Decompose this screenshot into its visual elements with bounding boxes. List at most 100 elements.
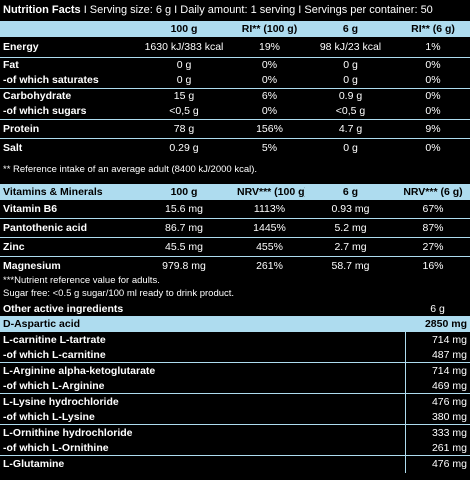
cell: 86.7 mg [134, 217, 234, 237]
cell: 0% [396, 87, 470, 104]
cell: 476 mg [404, 393, 470, 409]
cell: 45.5 mg [134, 236, 234, 256]
cell: 0% [234, 56, 305, 73]
column-header: NRV*** (100 g) [234, 184, 305, 200]
table-row: -of which L-Arginine 469 mg [0, 378, 470, 394]
ri-footnote: ** Reference intake of an average adult … [3, 164, 258, 175]
cell: 1113% [253, 202, 286, 215]
cell: 6% [234, 87, 305, 104]
table-row: Magnesium 979.8 mg 261% 58.7 mg 16% [0, 255, 470, 275]
cell: 0 g [343, 74, 358, 86]
cell: 979.8 mg [134, 255, 234, 275]
cell: 156% [234, 118, 305, 138]
cell: 0.29 g [134, 137, 234, 157]
column-header: NRV*** (6 g) [396, 184, 470, 200]
row-label: L-carnitine L-tartrate [3, 333, 106, 346]
row-label: Salt [0, 137, 134, 157]
column-header: RI** (100 g) [234, 21, 305, 37]
row-label: D-Aspartic acid [0, 316, 405, 332]
cell: 0 g [305, 137, 396, 157]
nutrition-table: 100 g RI** (100 g) 6 g RI** (6 g) Energy… [0, 21, 470, 157]
row-label: -of which L-Ornithine [3, 441, 109, 454]
row-label: -of which saturates [3, 74, 99, 86]
table-row: Pantothenic acid 86.7 mg 1445% 5.2 mg 87… [0, 217, 470, 237]
cell: 15.6 mg [165, 202, 203, 215]
ingredients-table: Other active ingredients 6 g D-Aspartic … [0, 303, 470, 473]
table-row: L-Ornithine hydrochloride 333 mg [0, 424, 470, 440]
column-header: 6 g [305, 184, 396, 200]
cell: 9% [396, 118, 470, 138]
table-row: -of which L-Lysine 380 mg [0, 409, 470, 425]
cell: 4.7 g [305, 118, 396, 138]
cell: 5.2 mg [305, 217, 396, 237]
cell: 2.7 mg [305, 236, 396, 256]
row-label: Vitamin B6 [3, 202, 58, 215]
cell: 380 mg [404, 409, 470, 425]
column-header: 100 g [134, 184, 234, 200]
cell: 0% [261, 74, 278, 86]
cell: 87% [396, 217, 470, 237]
cell: 16% [396, 255, 470, 275]
column-header: RI** (6 g) [396, 21, 470, 37]
cell: 714 mg [404, 362, 470, 378]
table-row: Fat 0 g 0% 0 g 0% [0, 56, 470, 73]
cell: 1630 kJ/383 kcal [144, 40, 224, 53]
cell: 0% [396, 137, 470, 157]
cell: 0.9 g [305, 87, 396, 104]
serving-info: I Serving size: 6 g I Daily amount: 1 se… [83, 4, 433, 16]
cell: 15 g [134, 87, 234, 104]
row-label: Carbohydrate [0, 87, 134, 104]
column-header: 6 g [305, 21, 396, 37]
table-row: -of which sugars <0,5 g 0% <0,5 g 0% [0, 104, 470, 120]
row-label: -of which sugars [3, 105, 87, 117]
cell: <0,5 g [169, 105, 199, 117]
ingredients-title-row: Other active ingredients 6 g [0, 303, 470, 316]
row-label: Fat [0, 56, 134, 73]
cell: 58.7 mg [305, 255, 396, 275]
row-label: -of which L-Lysine [3, 410, 95, 423]
cell: 5% [234, 137, 305, 157]
table-row: Vitamin B6 15.6 mg 1113% 0.93 mg 67% [0, 200, 470, 218]
cell: 714 mg [404, 332, 470, 347]
column-header: 6 g [430, 303, 445, 315]
cell: 1445% [234, 217, 305, 237]
table-row: Energy 1630 kJ/383 kcal 19% 98 kJ/23 kca… [0, 37, 470, 57]
cell: 476 mg [404, 455, 470, 473]
vitamins-table: Vitamins & Minerals 100 g NRV*** (100 g)… [0, 184, 470, 275]
cell: 67% [422, 202, 444, 215]
ingredient-highlight-row: D-Aspartic acid 2850 mg [0, 316, 470, 332]
row-label: L-Lysine hydrochloride [0, 393, 405, 409]
cell: 2850 mg [405, 316, 470, 332]
row-label: L-Glutamine [0, 455, 405, 473]
cell: 0% [425, 74, 441, 86]
cell: 0.93 mg [331, 202, 370, 215]
row-label: Energy [3, 40, 39, 53]
column-header: Vitamins & Minerals [0, 184, 134, 200]
cell: 1% [425, 40, 441, 53]
cell: 0% [261, 105, 278, 117]
cell: 487 mg [404, 347, 470, 363]
row-label: Protein [0, 118, 134, 138]
table-row: -of which L-Ornithine 261 mg [0, 440, 470, 456]
vitamins-header-row: Vitamins & Minerals 100 g NRV*** (100 g)… [0, 184, 470, 200]
row-label: Pantothenic acid [0, 217, 134, 237]
table-row: L-Glutamine 476 mg [0, 455, 470, 473]
table-row: L-carnitine L-tartrate 714 mg [0, 332, 470, 347]
row-label: Magnesium [0, 255, 134, 275]
table-row: Salt 0.29 g 5% 0 g 0% [0, 137, 470, 157]
cell: 261 mg [404, 440, 470, 456]
table-row: Zinc 45.5 mg 455% 2.7 mg 27% [0, 236, 470, 256]
header-title: Nutrition Facts [3, 4, 81, 16]
row-label: -of which L-Arginine [3, 379, 105, 392]
cell: 27% [396, 236, 470, 256]
cell: 0 g [305, 56, 396, 73]
ingredients-title: Other active ingredients [3, 303, 124, 315]
cell: 0% [396, 56, 470, 73]
column-header [0, 21, 134, 37]
row-label: -of which L-carnitine [3, 348, 106, 361]
cell: 0% [425, 105, 441, 117]
cell: 261% [234, 255, 305, 275]
nutrition-header-row: 100 g RI** (100 g) 6 g RI** (6 g) [0, 21, 470, 37]
row-label: Zinc [0, 236, 134, 256]
